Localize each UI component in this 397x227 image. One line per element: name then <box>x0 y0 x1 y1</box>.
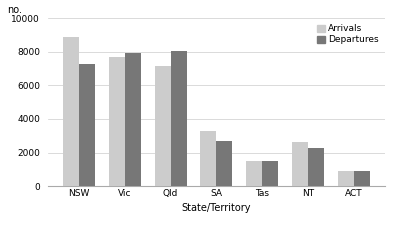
Bar <box>308 148 324 186</box>
X-axis label: State/Territory: State/Territory <box>181 203 251 213</box>
Bar <box>262 161 278 186</box>
Bar <box>171 51 187 186</box>
Legend: Arrivals, Departures: Arrivals, Departures <box>316 23 381 46</box>
Bar <box>246 161 262 186</box>
Bar <box>109 57 125 186</box>
Bar <box>125 53 141 186</box>
Bar <box>354 171 370 186</box>
Text: no.: no. <box>7 5 22 15</box>
Bar <box>200 131 216 186</box>
Bar <box>63 37 79 186</box>
Bar <box>79 64 95 186</box>
Bar <box>292 142 308 186</box>
Bar <box>154 66 171 186</box>
Bar <box>216 141 232 186</box>
Bar <box>338 171 354 186</box>
